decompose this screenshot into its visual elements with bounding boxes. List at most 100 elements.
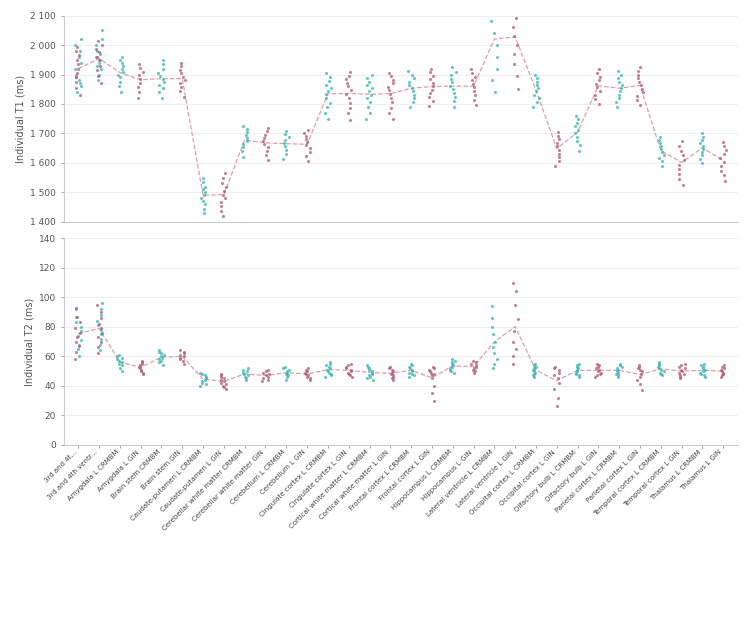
- Point: [158, 350, 170, 360]
- Point: [678, 155, 690, 165]
- Point: [470, 90, 482, 100]
- Point: [70, 347, 82, 357]
- Point: [426, 373, 438, 383]
- Point: [570, 111, 582, 121]
- Point: [157, 55, 169, 65]
- Point: [528, 369, 540, 379]
- Point: [133, 60, 145, 70]
- Point: [697, 132, 709, 142]
- Point: [91, 65, 103, 75]
- Point: [403, 77, 415, 86]
- Point: [113, 359, 125, 369]
- Point: [697, 366, 709, 376]
- Point: [486, 313, 498, 323]
- Point: [94, 340, 106, 350]
- Point: [491, 40, 503, 50]
- Point: [508, 31, 520, 41]
- Point: [175, 62, 187, 72]
- Point: [653, 363, 665, 373]
- Point: [612, 73, 624, 83]
- Point: [74, 90, 86, 100]
- Point: [157, 83, 169, 93]
- Point: [219, 384, 231, 394]
- Point: [262, 375, 274, 385]
- Point: [258, 139, 270, 149]
- Point: [610, 363, 622, 373]
- Point: [300, 134, 312, 144]
- Point: [344, 369, 356, 379]
- Point: [675, 360, 687, 370]
- Point: [134, 74, 146, 84]
- Point: [216, 378, 228, 388]
- Y-axis label: Individual T1 (ms): Individual T1 (ms): [16, 75, 26, 163]
- Point: [195, 368, 207, 378]
- Point: [112, 350, 124, 360]
- Point: [424, 366, 436, 376]
- Point: [447, 360, 459, 370]
- Point: [715, 165, 727, 175]
- Point: [386, 114, 398, 124]
- Point: [633, 361, 645, 371]
- Point: [136, 364, 148, 374]
- Point: [218, 186, 230, 196]
- Point: [403, 372, 415, 382]
- Point: [325, 83, 337, 93]
- Point: [574, 372, 586, 382]
- Point: [673, 174, 685, 184]
- Point: [240, 124, 252, 134]
- Point: [280, 375, 292, 385]
- Point: [320, 360, 332, 370]
- Point: [387, 371, 399, 381]
- Point: [366, 368, 377, 378]
- Point: [132, 82, 144, 92]
- Point: [386, 364, 398, 374]
- Point: [198, 371, 210, 381]
- Point: [114, 73, 126, 83]
- Point: [634, 62, 646, 72]
- Point: [446, 359, 458, 369]
- Point: [366, 366, 377, 376]
- Point: [444, 364, 456, 374]
- Point: [257, 136, 269, 146]
- Point: [135, 366, 147, 376]
- Point: [715, 162, 727, 172]
- Point: [427, 96, 439, 106]
- Point: [383, 108, 395, 118]
- Point: [553, 378, 565, 388]
- Point: [635, 80, 647, 90]
- Point: [75, 335, 87, 345]
- Point: [70, 70, 82, 80]
- Point: [342, 81, 354, 91]
- Point: [530, 361, 542, 371]
- Point: [612, 368, 624, 378]
- Point: [446, 361, 458, 371]
- Point: [237, 121, 249, 131]
- Point: [527, 371, 539, 381]
- Point: [343, 71, 355, 81]
- Point: [488, 28, 500, 38]
- Point: [426, 388, 438, 398]
- Point: [427, 361, 439, 371]
- Point: [363, 364, 375, 374]
- Point: [197, 197, 209, 207]
- Point: [548, 371, 560, 381]
- Point: [361, 360, 373, 370]
- Point: [91, 61, 103, 71]
- Point: [94, 55, 106, 65]
- Point: [677, 151, 689, 160]
- Point: [679, 359, 691, 369]
- Point: [386, 97, 398, 107]
- Point: [153, 355, 165, 364]
- Point: [634, 364, 646, 374]
- Point: [652, 357, 664, 367]
- Point: [71, 87, 83, 97]
- Point: [321, 364, 333, 374]
- Point: [320, 89, 332, 99]
- Point: [92, 75, 104, 85]
- Point: [697, 141, 709, 151]
- Point: [635, 366, 647, 376]
- Point: [94, 307, 106, 317]
- Point: [426, 85, 438, 95]
- Point: [699, 372, 711, 382]
- Point: [340, 361, 352, 371]
